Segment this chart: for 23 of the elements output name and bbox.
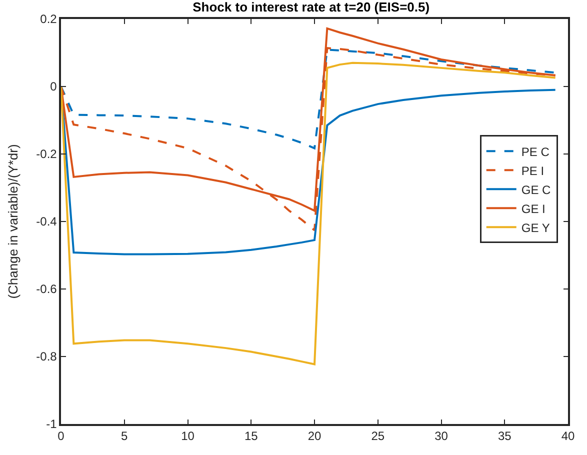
y-tick-label: 0: [50, 80, 58, 94]
x-tick-label: 20: [308, 429, 322, 444]
y-tick-label: -0.6: [36, 282, 58, 296]
y-tick-label: -0.8: [36, 350, 58, 364]
x-tick-label: 5: [121, 429, 128, 444]
x-tick-label: 15: [244, 429, 258, 444]
y-tick-label: 0.2: [40, 12, 58, 26]
x-tick-label: 25: [371, 429, 385, 444]
x-tick-label: 40: [561, 429, 575, 444]
line-series: [61, 62, 556, 366]
x-tick-label: 10: [181, 429, 195, 444]
y-tick-label: -1: [46, 417, 58, 432]
legend-label: GE I: [521, 202, 546, 216]
x-tick-label: 30: [434, 429, 448, 444]
y-axis-title: (Change in variable)/(Y*dr): [6, 144, 21, 299]
y-tick-label: -0.2: [36, 147, 58, 162]
legend-label: PE C: [521, 144, 550, 159]
legend-label: GE C: [521, 182, 552, 197]
x-tick-label: 35: [498, 429, 512, 444]
chart-title: Shock to interest rate at t=20 (EIS=0.5): [192, 0, 430, 14]
legend-label: GE Y: [521, 220, 550, 235]
legend-label: PE I: [521, 164, 544, 178]
y-tick-label: -0.4: [36, 214, 58, 229]
